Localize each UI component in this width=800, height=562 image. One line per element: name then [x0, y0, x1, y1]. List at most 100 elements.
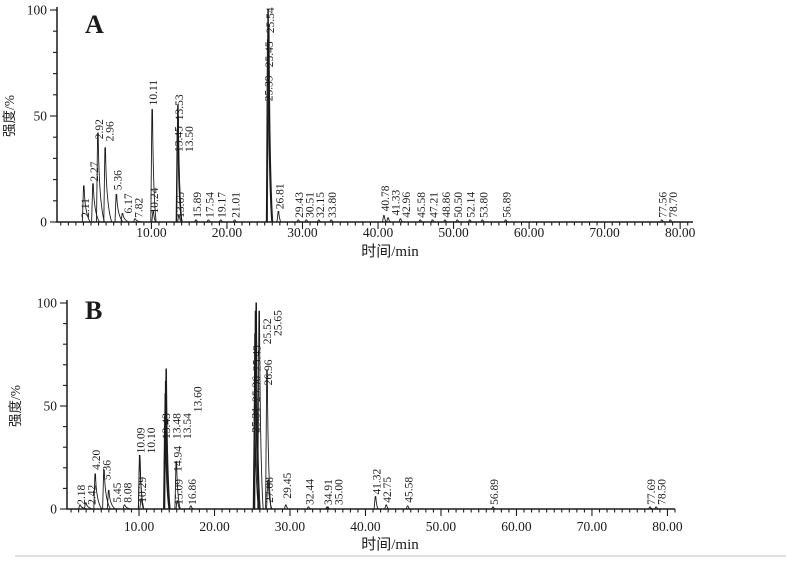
- peak-label: 2.96: [104, 121, 116, 141]
- peak-label: 25.43: [251, 345, 263, 371]
- peak: [304, 219, 309, 223]
- peak: [81, 185, 91, 223]
- x-tick-label: 50.00: [438, 225, 469, 240]
- peak-label: 5.36: [112, 170, 124, 190]
- peak-label: 33.80: [327, 192, 339, 218]
- peak: [325, 506, 331, 510]
- peak-label: 29.45: [282, 473, 294, 499]
- peak-label: 5.45: [112, 482, 124, 502]
- peak: [386, 217, 391, 223]
- peak: [418, 219, 423, 223]
- peak-label: 32.44: [304, 479, 316, 505]
- x-tick-label: 80.00: [652, 519, 683, 534]
- peak-label: 32.15: [315, 192, 327, 218]
- peak-label: 5.36: [102, 460, 114, 480]
- peak-label: 13.53: [174, 94, 186, 120]
- panel-letter: A: [85, 10, 104, 39]
- peak: [133, 218, 142, 223]
- peak: [91, 183, 100, 223]
- peak: [329, 219, 334, 223]
- y-tick-label: 50: [44, 399, 58, 414]
- peak: [96, 132, 105, 223]
- peak: [139, 498, 145, 510]
- peak: [122, 504, 132, 510]
- peak: [503, 219, 509, 223]
- peak: [316, 219, 322, 223]
- peak-label: 34.91: [323, 479, 335, 505]
- peak-label: 42.75: [382, 477, 394, 503]
- peak-label: 6.17: [123, 193, 135, 213]
- peak-label: 10.10: [146, 427, 158, 453]
- peak: [430, 219, 436, 223]
- peak-label: 56.89: [502, 192, 514, 218]
- peak: [443, 219, 448, 223]
- x-axis-title: 时间/min: [361, 243, 419, 260]
- peak-label: 13.45: [174, 126, 186, 152]
- peak: [467, 219, 473, 223]
- peak-label: 13.43: [161, 413, 173, 439]
- peak: [306, 506, 312, 510]
- peak-label: 2.18: [76, 485, 88, 505]
- peak: [373, 496, 379, 510]
- peak: [266, 9, 273, 223]
- peak-label: 50.50: [453, 192, 465, 218]
- peak: [194, 219, 199, 223]
- peak: [668, 219, 673, 223]
- peak: [78, 504, 87, 510]
- peak-label: 8.08: [123, 482, 135, 502]
- peak: [83, 502, 93, 510]
- y-tick-label: 0: [50, 502, 57, 517]
- peak-label: 15.89: [192, 192, 204, 218]
- x-tick-label: 40.00: [363, 225, 394, 240]
- peak: [254, 302, 261, 510]
- peak-label: 17.54: [204, 192, 216, 218]
- peak: [384, 504, 389, 510]
- peak-label: 13.65: [175, 192, 187, 218]
- peak-label: 10.11: [148, 80, 160, 106]
- peak-label: 78.50: [656, 479, 668, 505]
- peak: [266, 24, 274, 223]
- peak-label: 21.01: [231, 192, 243, 218]
- peak-label: 25.54: [265, 7, 277, 33]
- peak: [491, 506, 496, 510]
- peak-label: 52.14: [466, 192, 478, 218]
- x-axis-title: 时间/min: [361, 536, 419, 553]
- peak: [398, 218, 404, 223]
- x-tick-label: 50.00: [426, 519, 457, 534]
- peak-label: 27.08: [264, 477, 276, 503]
- peak: [382, 215, 387, 223]
- peak-label: 30.51: [305, 192, 317, 218]
- peak-label: 4.20: [91, 449, 103, 469]
- peak-label: 13.50: [184, 126, 196, 152]
- peak-label: 47.21: [428, 192, 440, 218]
- panel-letter: B: [85, 296, 102, 325]
- peak-label: 15.09: [173, 479, 185, 505]
- peak: [103, 147, 113, 223]
- peak: [218, 219, 224, 223]
- peak-label: 25.45: [264, 41, 276, 67]
- peak-label: 16.86: [187, 479, 199, 505]
- y-tick-label: 50: [34, 109, 48, 124]
- peak-label: 78.70: [668, 192, 680, 218]
- peak: [283, 504, 289, 510]
- peak: [93, 473, 103, 510]
- peak: [102, 469, 111, 510]
- peak-label: 2.92: [94, 119, 106, 139]
- y-axis-title: 强度/%: [8, 385, 23, 427]
- peak: [177, 215, 182, 223]
- peak: [137, 459, 145, 510]
- peak-label: 26.96: [263, 359, 275, 385]
- peak: [405, 505, 411, 510]
- panel-b: 10.00 20.00 30.00 40.00 50.00 60.00 70.00 80.00…: [8, 296, 683, 553]
- peak-label: 48.86: [441, 192, 453, 218]
- peak-label: 25.39: [264, 75, 276, 101]
- peak-label: 56.89: [489, 479, 501, 505]
- peak-label: 25.31: [251, 407, 263, 433]
- peak: [176, 115, 183, 223]
- peak: [266, 479, 273, 510]
- x-tick-label: 10.00: [136, 225, 167, 240]
- peak-label: 26.81: [274, 183, 286, 209]
- peak-label: 2.11: [80, 198, 92, 218]
- peak-label: 77.56: [658, 192, 670, 218]
